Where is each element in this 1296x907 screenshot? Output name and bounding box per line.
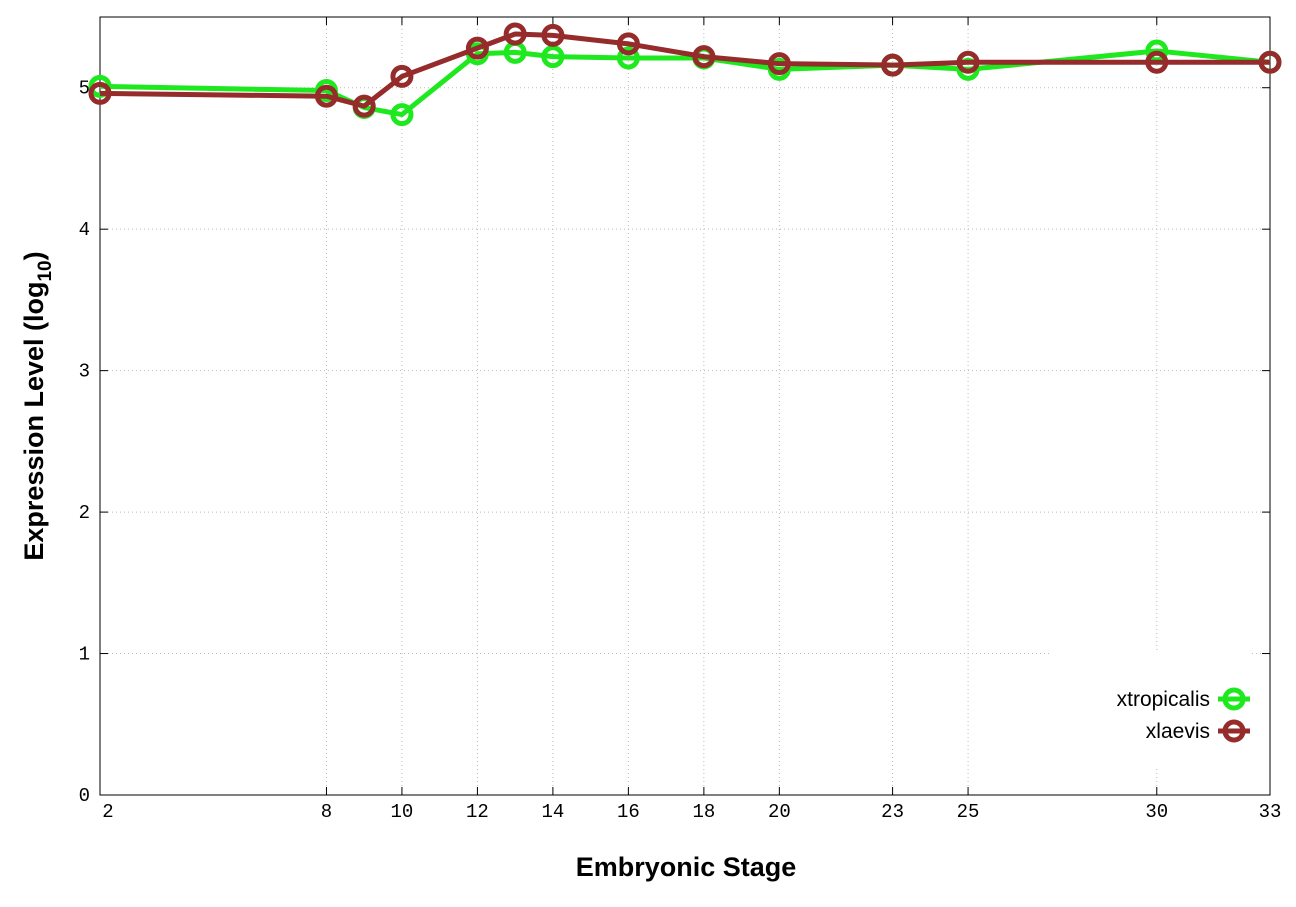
legend-box <box>1052 653 1250 767</box>
data-point <box>314 84 338 108</box>
legend-label: xtropicalis <box>1117 688 1210 711</box>
x-tick-label: 16 <box>617 801 640 823</box>
data-point <box>541 23 565 47</box>
data-point <box>692 45 716 69</box>
y-axis-label-end: ) <box>19 251 49 260</box>
data-point <box>767 52 791 76</box>
y-tick-label: 2 <box>79 502 90 524</box>
data-point <box>465 36 489 60</box>
data-point <box>881 53 905 77</box>
y-tick-label: 5 <box>79 78 90 100</box>
x-tick-label: 20 <box>768 801 791 823</box>
x-axis-label: Embryonic Stage <box>576 852 797 882</box>
legend-label: xlaevis <box>1146 720 1210 743</box>
data-point <box>390 64 414 88</box>
y-axis-label: Expression Level (log10) <box>19 251 56 560</box>
y-tick-label: 3 <box>79 361 90 383</box>
x-tick-label: 30 <box>1145 801 1168 823</box>
x-tick-label: 33 <box>1259 801 1282 823</box>
y-tick-label: 1 <box>79 644 90 666</box>
x-tick-label: 10 <box>391 801 414 823</box>
y-axis-label-sub: 10 <box>35 260 56 281</box>
x-tick-label: 8 <box>321 801 332 823</box>
y-tick-label: 0 <box>79 785 90 807</box>
data-point <box>956 50 980 74</box>
y-axis-label-text: Expression Level (log <box>19 282 49 561</box>
y-tick-label: 4 <box>79 219 90 241</box>
data-point <box>541 45 565 69</box>
legend-marker <box>1222 719 1246 743</box>
plot-frame <box>99 16 1271 796</box>
data-point <box>616 46 640 70</box>
data-point <box>503 22 527 46</box>
x-tick-label: 2 <box>102 801 113 823</box>
x-tick-label: 12 <box>466 801 489 823</box>
data-point <box>390 103 414 127</box>
x-tick-label: 14 <box>541 801 564 823</box>
x-tick-label: 25 <box>957 801 980 823</box>
data-point <box>616 32 640 56</box>
data-point <box>88 81 112 105</box>
legend-marker <box>1222 687 1246 711</box>
data-point <box>352 94 376 118</box>
x-tick-label: 18 <box>692 801 715 823</box>
x-tick-label: 23 <box>881 801 904 823</box>
data-point <box>1258 50 1282 74</box>
data-point <box>1145 50 1169 74</box>
